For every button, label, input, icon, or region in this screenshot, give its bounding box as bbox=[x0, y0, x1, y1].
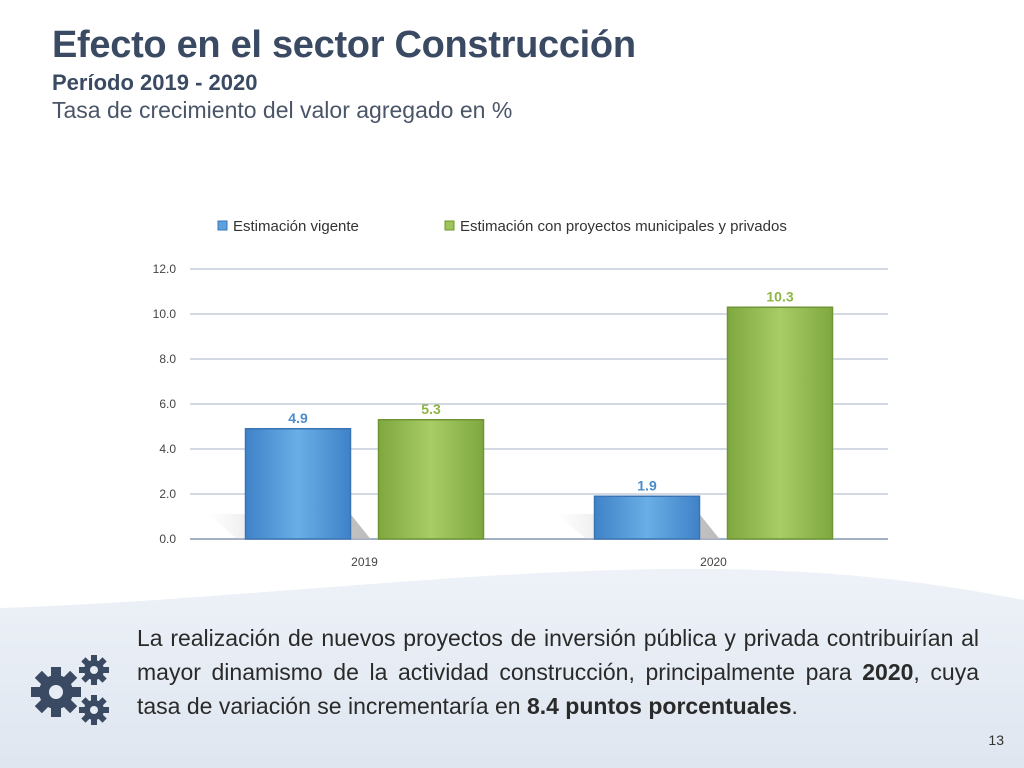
bar-estimacion-vigente bbox=[593, 495, 701, 540]
conclusion-text-part3: . bbox=[791, 693, 798, 719]
bar-estimacion-proyectos bbox=[726, 306, 834, 540]
legend-label: Estimación con proyectos municipales y p… bbox=[460, 218, 787, 235]
slide-subtitle: Período 2019 - 2020 bbox=[52, 70, 258, 95]
y-tick-label: 0.0 bbox=[159, 532, 176, 546]
bottom-band bbox=[0, 568, 1024, 768]
gears-icon bbox=[31, 655, 109, 725]
bar-value-label: 4.9 bbox=[288, 410, 308, 426]
x-tick-label: 2020 bbox=[700, 555, 727, 569]
bar-value-label: 1.9 bbox=[637, 477, 657, 493]
bar-value-label: 5.3 bbox=[421, 401, 441, 417]
y-tick-label: 10.0 bbox=[153, 307, 177, 321]
conclusion-increase: 8.4 puntos porcentuales bbox=[526, 693, 792, 719]
y-tick-label: 8.0 bbox=[159, 352, 176, 366]
conclusion-year: 2020 bbox=[862, 659, 914, 685]
slide-description: Tasa de crecimiento del valor agregado e… bbox=[52, 97, 513, 123]
y-tick-label: 4.0 bbox=[159, 442, 176, 456]
bar-estimacion-proyectos bbox=[377, 419, 485, 540]
conclusion-text-part1: La realización de nuevos proyectos de in… bbox=[137, 625, 979, 685]
y-tick-label: 2.0 bbox=[159, 487, 176, 501]
y-tick-label: 6.0 bbox=[159, 397, 176, 411]
conclusion-text-part2: , cuya tasa de variación se incrementarí… bbox=[137, 659, 979, 719]
slide-title: Efecto en el sector Construcción bbox=[52, 24, 636, 66]
legend-label: Estimación vigente bbox=[233, 218, 359, 235]
legend-swatch bbox=[444, 220, 455, 231]
x-tick-label: 2019 bbox=[351, 555, 378, 569]
page-number: 13 bbox=[988, 732, 1004, 748]
legend-swatch bbox=[217, 220, 228, 231]
bar-estimacion-vigente bbox=[244, 428, 352, 540]
bar-value-label: 10.3 bbox=[766, 288, 793, 304]
bar-chart: 0.0 2.0 4.0 6.0 8.0 10.0 12.0 2019 4.9 5.3 2020 1.… bbox=[153, 218, 888, 569]
y-tick-label: 12.0 bbox=[153, 262, 177, 276]
conclusion-text: La realización de nuevos proyectos de in… bbox=[137, 621, 979, 723]
